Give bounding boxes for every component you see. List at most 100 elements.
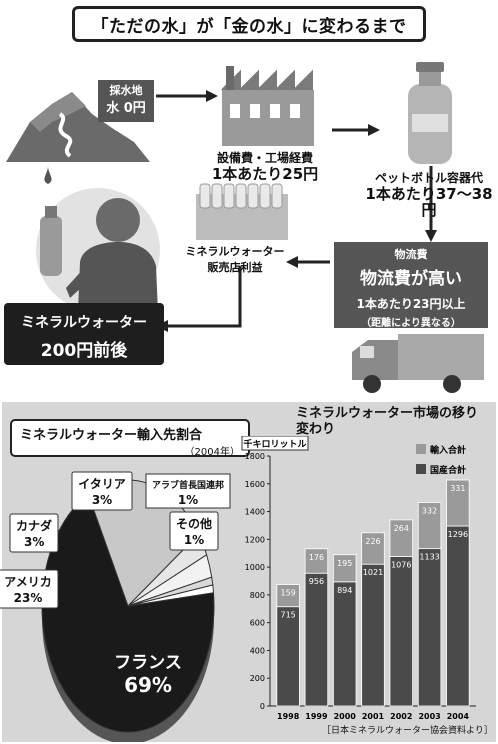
y-tick-label: 1000 bbox=[245, 563, 265, 572]
bar-value-label-import: 176 bbox=[309, 553, 324, 562]
legend-label: 国産合計 bbox=[430, 464, 466, 476]
bar-segment-domestic bbox=[446, 525, 470, 707]
bottle-value: 1本あたり37〜38円 bbox=[365, 185, 493, 219]
final-value: 200円前後 bbox=[40, 341, 128, 361]
factory-label: 設備費・工場経費 bbox=[216, 151, 313, 165]
x-tick-label: 1998 bbox=[277, 712, 300, 721]
pie-label-name: アメリカ bbox=[4, 575, 51, 589]
bottle-icon bbox=[408, 62, 452, 164]
x-tick-label: 2000 bbox=[334, 712, 357, 721]
bottle-cost: ペットボトル容器代 1本あたり37〜38円 bbox=[362, 170, 496, 218]
bar-segment-import bbox=[304, 548, 329, 574]
pie-label-box bbox=[71, 471, 133, 511]
flow-arrows bbox=[156, 94, 433, 328]
mountain-icon bbox=[6, 92, 150, 184]
final-label: ミネラルウォーター bbox=[21, 315, 147, 331]
pie-label-name: イタリア bbox=[78, 477, 126, 491]
pie-label-name: その他 bbox=[176, 516, 212, 531]
x-tick-label: 2003 bbox=[418, 712, 440, 721]
y-tick-label: 800 bbox=[250, 591, 265, 600]
factory-cost: 設備費・工場経費 1本あたり25円 bbox=[200, 150, 330, 182]
bar-segment-domestic bbox=[333, 581, 357, 707]
logistics-box: 物流費 物流費が高い 1本あたり23円以上 （距離により異なる） bbox=[334, 242, 488, 329]
bar-segment-domestic bbox=[276, 606, 300, 707]
pie-label-value: 1% bbox=[178, 493, 198, 507]
bar-value-label-import: 331 bbox=[450, 484, 465, 493]
x-tick-label: 2002 bbox=[390, 712, 412, 721]
bar-segment-import bbox=[333, 554, 357, 583]
bar-segment-import bbox=[389, 519, 414, 557]
bar-segment-domestic bbox=[417, 548, 442, 707]
bar-value-label-domestic: 1076 bbox=[391, 561, 411, 570]
bar-segment-import bbox=[361, 532, 385, 565]
bar-value-label-domestic: 1133 bbox=[419, 553, 439, 562]
bar-segment-import bbox=[276, 584, 300, 608]
source-value: 水 0円 bbox=[106, 101, 146, 116]
bar-value-label-import: 195 bbox=[337, 559, 352, 568]
source-box: 採水地 水 0円 bbox=[98, 80, 154, 122]
truck-icon bbox=[352, 334, 484, 393]
bar-title: ミネラルウォーター市場の移り変わり bbox=[296, 406, 479, 437]
bar-segment-domestic bbox=[304, 572, 329, 707]
retail-label-2: 販売店利益 bbox=[207, 261, 263, 274]
bottle-label: ペットボトル容器代 bbox=[374, 171, 483, 185]
legend-label: 輸入合計 bbox=[430, 444, 466, 456]
y-axis-label: 千キロリットル bbox=[243, 438, 306, 450]
legend-swatch bbox=[416, 444, 426, 454]
source-label: 採水地 bbox=[109, 84, 143, 97]
retail-label-1: ミネラルウォーター bbox=[185, 245, 285, 258]
y-tick-label: 1400 bbox=[245, 508, 265, 517]
retail-margin: ミネラルウォーター 販売店利益 bbox=[170, 244, 300, 276]
factory-icon bbox=[221, 66, 314, 146]
pie-slice-6 bbox=[127, 584, 215, 607]
pie-label-value: 69% bbox=[124, 673, 172, 697]
logistics-headline: 物流費が高い bbox=[360, 269, 462, 289]
bar-value-label-import: 159 bbox=[281, 589, 296, 598]
legend-swatch bbox=[416, 464, 426, 474]
flow-illustration bbox=[6, 62, 484, 393]
bar-segment-import bbox=[417, 502, 442, 550]
pie-title-box: ミネラルウォーター輸入先割合 （2004年） bbox=[10, 419, 250, 458]
logistics-label: 物流費 bbox=[394, 248, 428, 261]
person-icon bbox=[36, 188, 160, 312]
y-tick-label: 200 bbox=[250, 674, 265, 683]
pie-label-box bbox=[0, 569, 59, 609]
bar-segment-domestic bbox=[389, 556, 414, 707]
pie-label-value: 3% bbox=[92, 493, 112, 507]
factory-value: 1本あたり25円 bbox=[211, 165, 319, 183]
y-tick-label: 1600 bbox=[245, 480, 265, 489]
y-tick-label: 1200 bbox=[245, 535, 265, 544]
y-tick-label: 600 bbox=[250, 619, 265, 628]
pie-subtitle: （2004年） bbox=[184, 447, 240, 458]
logistics-note: （距離により異なる） bbox=[361, 318, 461, 329]
pie-label-name: カナダ bbox=[16, 518, 52, 533]
final-price-box: ミネラルウォーター 200円前後 bbox=[4, 303, 164, 365]
source-note: ［日本ミネラルウォーター協会資料より］ bbox=[322, 726, 493, 736]
y-label-box bbox=[241, 436, 309, 451]
bar-segment-import bbox=[446, 479, 470, 527]
y-tick-label: 0 bbox=[260, 702, 265, 711]
pie-label-box bbox=[145, 473, 231, 509]
y-tick-label: 400 bbox=[250, 646, 265, 655]
bar-value-label-domestic: 894 bbox=[337, 586, 352, 595]
bar-value-label-import: 226 bbox=[365, 537, 380, 546]
page-title: 「ただの水」が「金の水」に変わるまで bbox=[72, 6, 426, 42]
pie-label-name: フランス bbox=[114, 653, 182, 673]
pie-label-box bbox=[169, 511, 219, 551]
bar-value-label-domestic: 715 bbox=[281, 611, 296, 620]
logistics-value: 1本あたり23円以上 bbox=[356, 297, 466, 311]
bar-value-label-import: 264 bbox=[394, 524, 409, 533]
bar-value-label-domestic: 956 bbox=[309, 577, 324, 586]
pie-label-box bbox=[9, 513, 59, 553]
bottle-crate-icon bbox=[196, 183, 288, 240]
x-tick-label: 2001 bbox=[362, 712, 385, 721]
y-tick-label: 1800 bbox=[245, 452, 265, 461]
bar-chart: 千キロリットル 0 200 400 600 800 1000 1200 1400 1600 1800… bbox=[241, 436, 476, 721]
bar-segment-domestic bbox=[361, 563, 385, 707]
x-tick-label: 2004 bbox=[447, 712, 470, 721]
pie-label-value: 1% bbox=[184, 533, 204, 547]
pie-label-name: アラブ首長国連邦 bbox=[152, 479, 224, 491]
x-tick-label: 1999 bbox=[305, 712, 328, 721]
pie-label-value: 23% bbox=[14, 591, 43, 605]
